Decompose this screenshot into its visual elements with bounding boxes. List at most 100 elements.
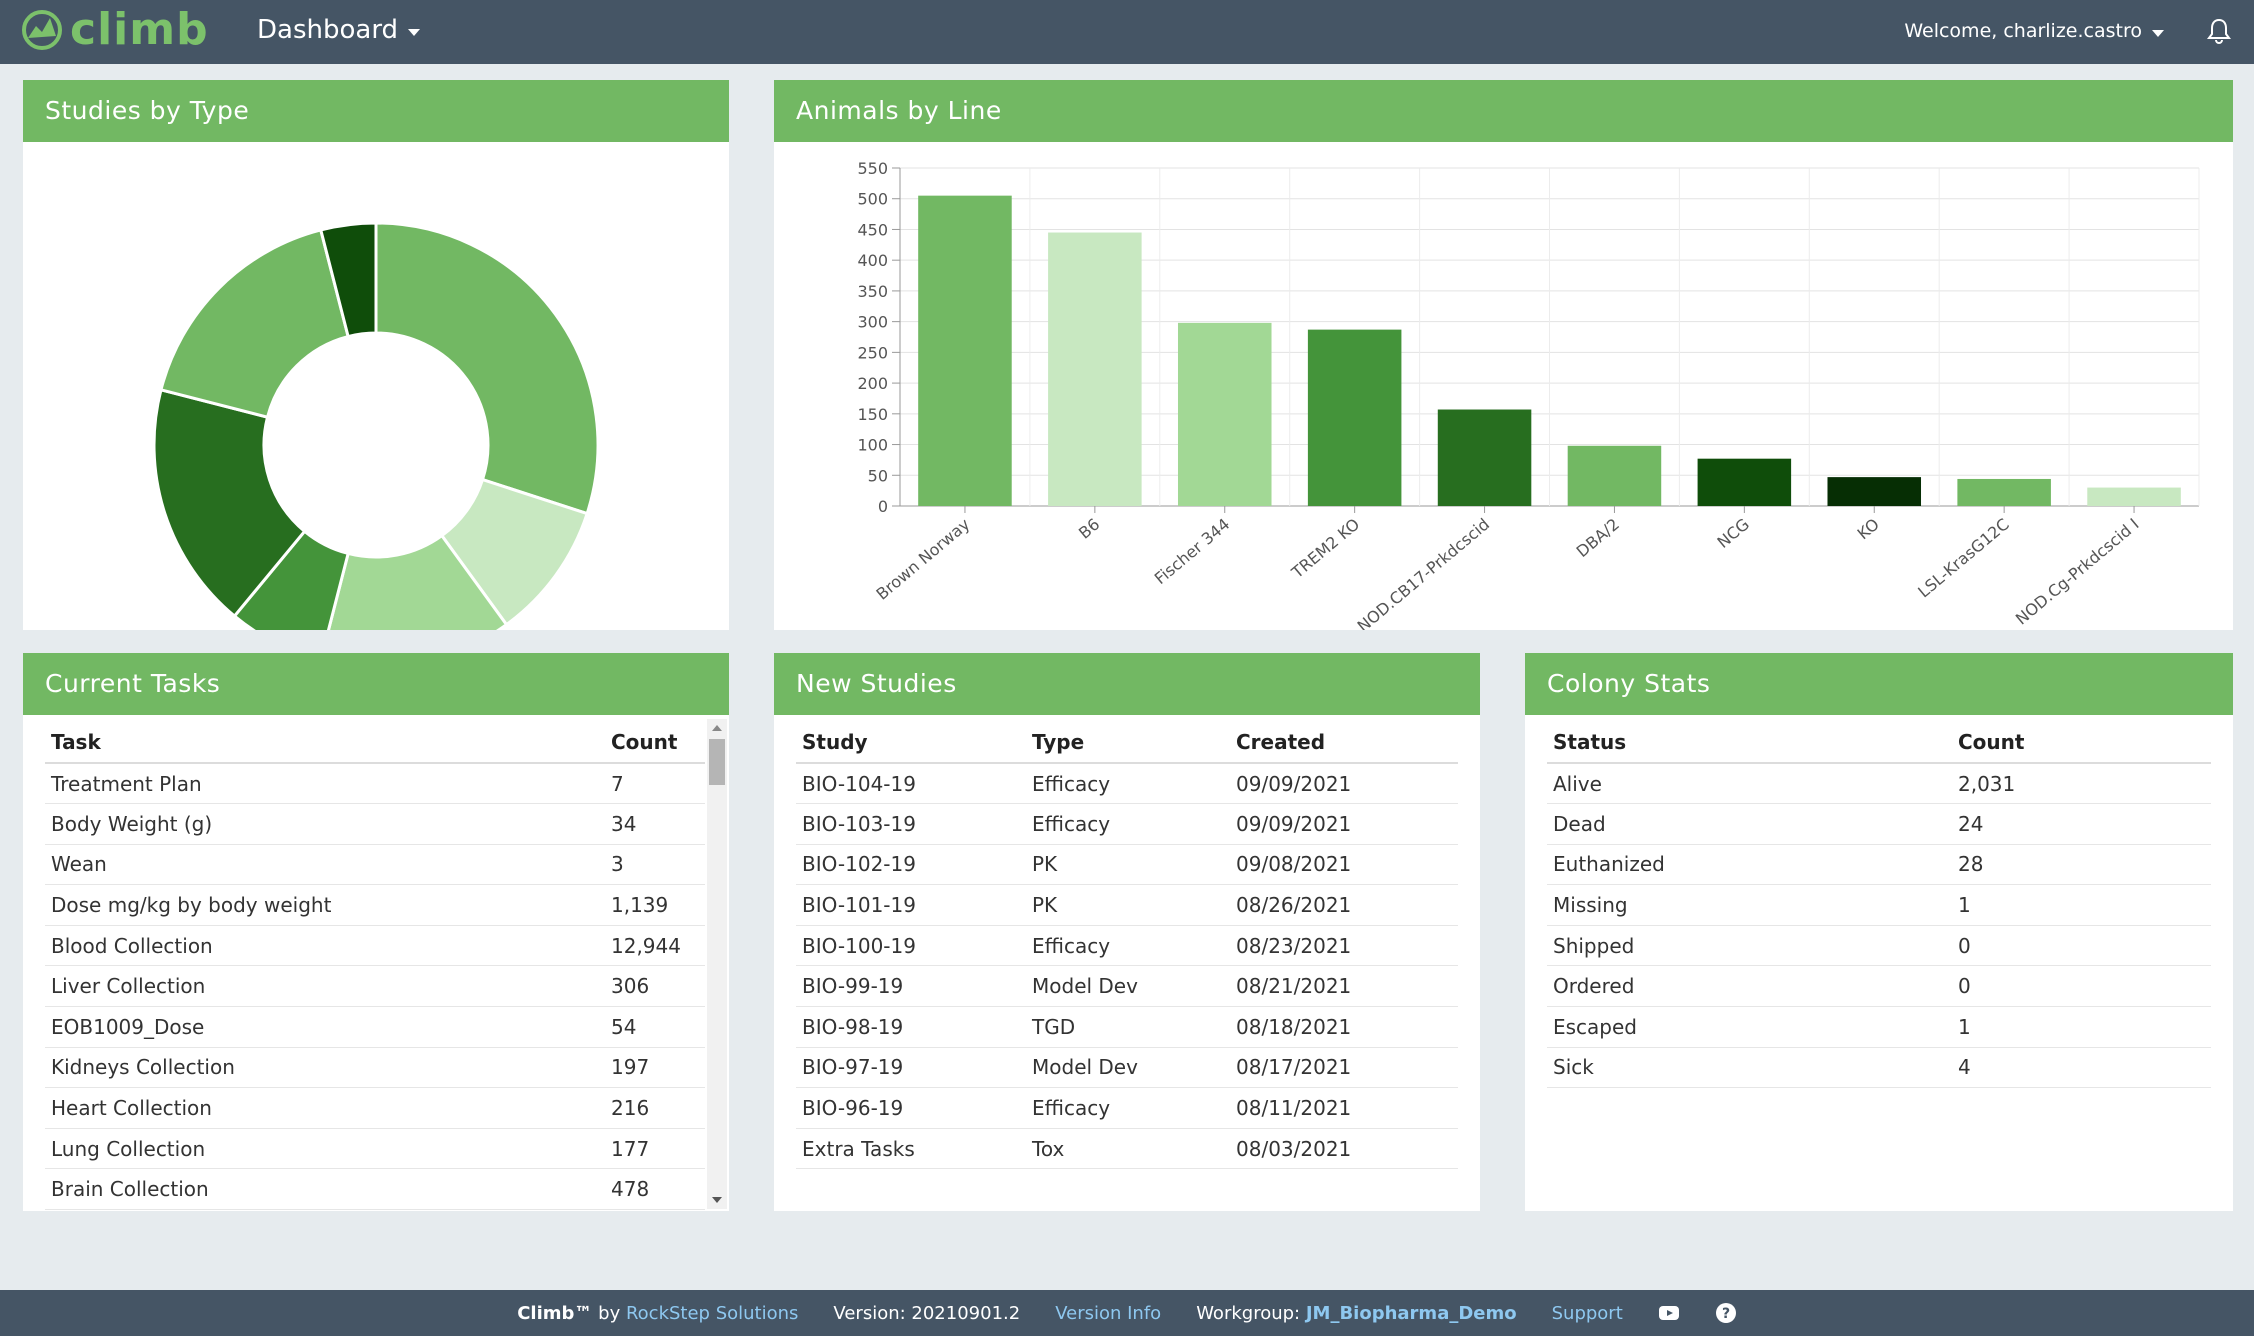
tasks-table: Task Count Treatment Plan 7 Body Weight (g… bbox=[45, 715, 705, 1211]
y-tick-label: 100 bbox=[857, 436, 888, 455]
tasks-table-area[interactable]: Task Count Treatment Plan 7 Body Weight (g… bbox=[23, 715, 729, 1211]
table-cell: 54 bbox=[605, 1006, 705, 1048]
bar[interactable] bbox=[1307, 329, 1402, 506]
colony-row[interactable]: Euthanized 28 bbox=[1547, 844, 2211, 886]
donut-chart-area bbox=[23, 142, 729, 630]
colony-row[interactable]: Shipped 0 bbox=[1547, 925, 2211, 967]
study-row[interactable]: BIO-102-19 PK 09/08/2021 bbox=[796, 844, 1458, 886]
table-cell: BIO-96-19 bbox=[796, 1087, 1026, 1129]
table-cell: Efficacy bbox=[1026, 1087, 1230, 1129]
colony-row[interactable]: Sick 4 bbox=[1547, 1047, 2211, 1089]
panel-title: Studies by Type bbox=[23, 80, 729, 142]
task-row[interactable]: EOB1009_Dose 54 bbox=[45, 1006, 705, 1048]
study-row[interactable]: BIO-104-19 Efficacy 09/09/2021 bbox=[796, 763, 1458, 805]
table-cell: Missing bbox=[1547, 884, 1952, 926]
table-cell: Efficacy bbox=[1026, 803, 1230, 845]
colony-row[interactable]: Dead 24 bbox=[1547, 803, 2211, 845]
bar[interactable] bbox=[1437, 409, 1532, 506]
column-header-count[interactable]: Count bbox=[605, 715, 705, 764]
dashboard-menu[interactable]: Dashboard bbox=[257, 15, 421, 45]
column-header-count[interactable]: Count bbox=[1952, 715, 2211, 764]
colony-row[interactable]: Alive 2,031 bbox=[1547, 763, 2211, 805]
bar[interactable] bbox=[1957, 478, 2051, 506]
table-cell: 08/21/2021 bbox=[1230, 965, 1458, 1008]
task-row[interactable]: Heart Collection 216 bbox=[45, 1087, 705, 1129]
donut-slice[interactable] bbox=[159, 228, 350, 419]
column-header-created[interactable]: Created bbox=[1230, 715, 1458, 764]
bar[interactable] bbox=[918, 195, 1012, 506]
column-header-task[interactable]: Task bbox=[45, 715, 605, 764]
climb-logo-icon bbox=[22, 10, 62, 50]
table-cell: 08/11/2021 bbox=[1230, 1087, 1458, 1129]
task-row[interactable]: Blood Collection 12,944 bbox=[45, 925, 705, 967]
task-row[interactable]: Brain Collection 478 bbox=[45, 1168, 705, 1211]
colony-stats-panel: Colony Stats Status Count Alive 2,031 Dead… bbox=[1525, 653, 2233, 1211]
donut-slice[interactable] bbox=[318, 221, 378, 339]
youtube-icon[interactable] bbox=[1658, 1302, 1680, 1324]
table-cell: 7 bbox=[605, 763, 705, 805]
table-cell: Alive bbox=[1547, 763, 1952, 805]
scroll-thumb[interactable] bbox=[709, 739, 725, 785]
table-cell: Kidneys Collection bbox=[45, 1047, 605, 1089]
table-cell: Escaped bbox=[1547, 1006, 1952, 1048]
study-row[interactable]: BIO-100-19 Efficacy 08/23/2021 bbox=[796, 925, 1458, 967]
bar[interactable] bbox=[1567, 445, 1662, 506]
task-row[interactable]: Body Weight (g) 34 bbox=[45, 803, 705, 845]
task-row[interactable]: Treatment Plan 7 bbox=[45, 763, 705, 805]
table-cell: 306 bbox=[605, 965, 705, 1008]
study-row[interactable]: BIO-101-19 PK 08/26/2021 bbox=[796, 884, 1458, 926]
table-cell: 0 bbox=[1952, 925, 2211, 967]
study-row[interactable]: BIO-96-19 Efficacy 08/11/2021 bbox=[796, 1087, 1458, 1129]
colony-row[interactable]: Ordered 0 bbox=[1547, 965, 2211, 1008]
donut-slice[interactable] bbox=[321, 533, 509, 630]
task-row[interactable]: Dose mg/kg by body weight 1,139 bbox=[45, 884, 705, 926]
bar[interactable] bbox=[1697, 458, 1792, 506]
tasks-scrollbar[interactable] bbox=[707, 719, 727, 1209]
company-link[interactable]: RockStep Solutions bbox=[625, 1302, 799, 1324]
column-header-type[interactable]: Type bbox=[1026, 715, 1230, 764]
top-navbar: climb Dashboard Welcome, charlize.castro bbox=[0, 0, 2254, 64]
column-header-status[interactable]: Status bbox=[1547, 715, 1952, 764]
table-cell: 08/03/2021 bbox=[1230, 1128, 1458, 1170]
colony-row[interactable]: Missing 1 bbox=[1547, 884, 2211, 926]
study-row[interactable]: Extra Tasks Tox 08/03/2021 bbox=[796, 1128, 1458, 1170]
task-row[interactable]: Liver Collection 306 bbox=[45, 965, 705, 1008]
donut-slice[interactable] bbox=[374, 221, 600, 516]
footer-bar: Climb™ by RockStep Solutions Version: 20… bbox=[0, 1290, 2254, 1336]
new-studies-table-area: Study Type Created BIO-104-19 Efficacy 09/… bbox=[774, 715, 1480, 1211]
table-cell: 09/09/2021 bbox=[1230, 763, 1458, 805]
study-row[interactable]: BIO-99-19 Model Dev 08/21/2021 bbox=[796, 965, 1458, 1008]
version-info-link[interactable]: Version Info bbox=[1055, 1302, 1162, 1324]
scroll-up-arrow-icon[interactable] bbox=[712, 725, 722, 731]
bar[interactable] bbox=[1827, 477, 1922, 506]
bell-icon[interactable] bbox=[2204, 16, 2234, 46]
y-tick-label: 150 bbox=[857, 405, 888, 424]
y-tick-label: 300 bbox=[857, 313, 888, 332]
support-link[interactable]: Support bbox=[1551, 1302, 1623, 1324]
climb-logo[interactable]: climb bbox=[20, 8, 209, 52]
task-row[interactable]: Kidneys Collection 197 bbox=[45, 1047, 705, 1089]
study-row[interactable]: BIO-97-19 Model Dev 08/17/2021 bbox=[796, 1047, 1458, 1089]
task-row[interactable]: Lung Collection 177 bbox=[45, 1128, 705, 1170]
donut-slice[interactable] bbox=[152, 387, 307, 619]
bar[interactable] bbox=[1048, 232, 1142, 506]
task-row[interactable]: Wean 3 bbox=[45, 844, 705, 886]
workgroup-link[interactable]: JM_Biopharma_Demo bbox=[1305, 1302, 1517, 1324]
logo-text: climb bbox=[70, 4, 209, 55]
table-cell: 216 bbox=[605, 1087, 705, 1129]
study-row[interactable]: BIO-98-19 TGD 08/18/2021 bbox=[796, 1006, 1458, 1048]
table-cell: Extra Tasks bbox=[796, 1128, 1026, 1170]
bar[interactable] bbox=[1177, 322, 1272, 506]
study-row[interactable]: BIO-103-19 Efficacy 09/09/2021 bbox=[796, 803, 1458, 845]
column-header-study[interactable]: Study bbox=[796, 715, 1026, 764]
help-icon[interactable]: ? bbox=[1715, 1302, 1737, 1324]
colony-row[interactable]: Escaped 1 bbox=[1547, 1006, 2211, 1048]
table-cell: Model Dev bbox=[1026, 965, 1230, 1008]
studies-by-type-panel: Studies by Type bbox=[23, 80, 729, 630]
user-menu[interactable]: Welcome, charlize.castro bbox=[1904, 20, 2164, 42]
panel-title: Animals by Line bbox=[774, 80, 2233, 142]
scroll-down-arrow-icon[interactable] bbox=[712, 1197, 722, 1203]
colony-table-area: Status Count Alive 2,031 Dead 24 Euthanized 2… bbox=[1525, 715, 2233, 1211]
bar[interactable] bbox=[2087, 487, 2181, 506]
table-cell: 12,944 bbox=[605, 925, 705, 967]
